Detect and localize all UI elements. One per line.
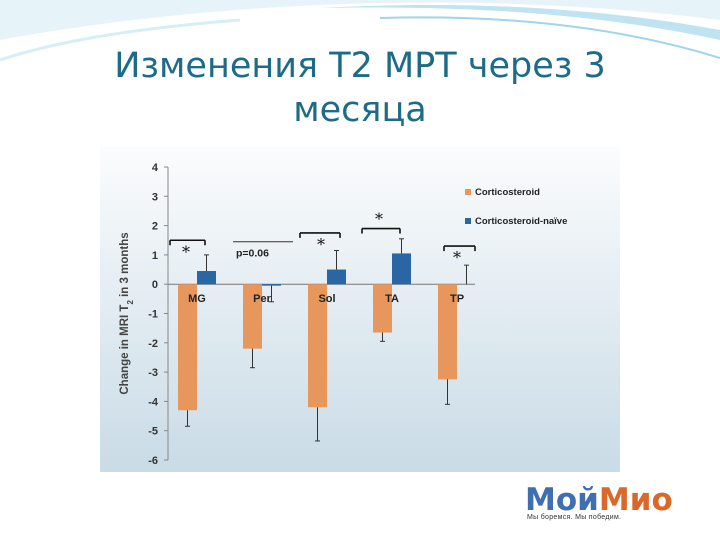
sig-star-tp: *	[453, 248, 461, 267]
category-label: TA	[385, 293, 399, 305]
category-label: MG	[188, 293, 206, 305]
bar-mg-series-1	[178, 284, 197, 411]
sig-star-mg: *	[182, 242, 190, 261]
y-tick-label: -3	[148, 367, 158, 379]
chart-panel: 4 3 2 1 0 -1 -2 -3 -4 -5 -6 Change in MRI T2 in 3 m…	[100, 147, 620, 472]
y-tick-label: -6	[148, 455, 158, 467]
y-tick-label: 2	[152, 221, 158, 233]
bar-tp-series-1	[438, 284, 457, 380]
bar-sol-series-1	[308, 284, 327, 408]
y-tick-label: -2	[148, 338, 158, 350]
category-label: Per	[253, 293, 271, 305]
y-tick-label: 0	[152, 279, 158, 291]
legend-swatch-2	[465, 218, 471, 224]
bar-per-series-1	[243, 284, 262, 349]
category-label: Sol	[318, 293, 335, 305]
bar-mg-series-2	[197, 271, 216, 285]
bar-per-series-2	[262, 284, 281, 286]
y-tick-label: -1	[148, 309, 158, 321]
bar-ta-series-1	[373, 284, 392, 333]
category-label: TP	[450, 293, 464, 305]
y-tick-label: 1	[152, 250, 158, 262]
bar-sol-series-2	[327, 269, 346, 285]
slide-title: Изменения Т2 МРТ через 3 месяца	[114, 46, 606, 130]
logo-tagline: Мы боремся. Мы победим.	[527, 514, 622, 521]
y-tick-label: -4	[148, 396, 159, 408]
bar-ta-series-2	[392, 253, 411, 285]
header-swoosh-decoration	[0, 0, 720, 62]
sig-star-sol: *	[317, 235, 325, 254]
legend-label-2: Corticosteroid-naïve	[475, 216, 567, 227]
p-value-label-per: p=0.06	[236, 247, 269, 259]
y-tick-label: 3	[152, 191, 158, 203]
y-tick-label: 4	[152, 162, 159, 174]
logo-word-part2: Мио	[598, 482, 673, 518]
legend-label-1: Corticosteroid	[475, 187, 540, 198]
bar-chart: 4 3 2 1 0 -1 -2 -3 -4 -5 -6 Change in MRI T2 in 3 m…	[100, 147, 620, 472]
logo-wordmark: МойМио	[525, 482, 673, 518]
legend-swatch-1	[465, 189, 471, 195]
logo-word-part1: Мой	[525, 482, 599, 518]
y-axis-label: Change in MRI T2 in 3 months	[119, 232, 135, 394]
y-tick-label: -5	[148, 426, 158, 438]
logo: МойМио Мы боремся. Мы победим.	[525, 482, 685, 528]
sig-star-ta: *	[375, 210, 383, 229]
